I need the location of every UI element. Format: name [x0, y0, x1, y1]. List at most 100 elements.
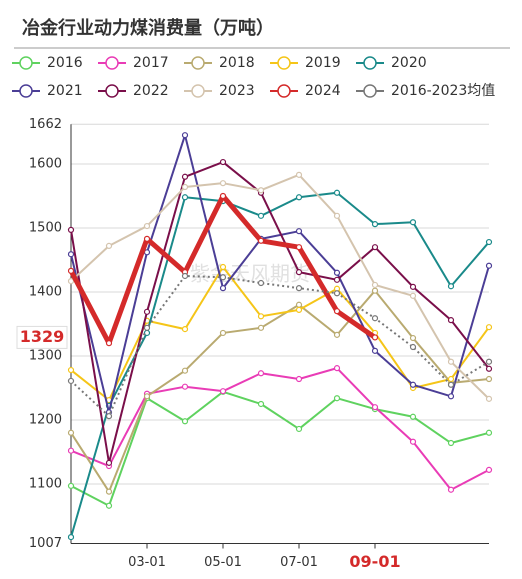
series-line	[70, 289, 490, 493]
y-tick-label: 1100	[29, 476, 62, 491]
point	[295, 306, 303, 313]
point	[333, 269, 341, 276]
point	[295, 269, 303, 276]
series-line	[70, 161, 490, 464]
point	[295, 194, 303, 201]
point	[447, 486, 455, 493]
y-tick-label: 1600	[29, 156, 62, 171]
point	[181, 418, 189, 425]
y-tick-label: 1300	[29, 348, 62, 363]
point	[67, 482, 75, 489]
point	[257, 279, 265, 287]
point	[67, 429, 75, 436]
legend-marker	[277, 84, 291, 98]
point	[257, 400, 265, 408]
point	[219, 274, 227, 281]
legend-marker	[363, 84, 377, 98]
point	[409, 438, 417, 445]
point	[371, 287, 379, 294]
point	[409, 283, 417, 290]
legend-label: 2016-2023均值	[391, 83, 495, 99]
point	[181, 367, 189, 374]
point	[67, 533, 75, 541]
series-line	[70, 274, 490, 418]
legend-marker	[19, 84, 33, 98]
point	[67, 251, 75, 258]
point	[409, 343, 417, 351]
x-tick-label: 05-01	[204, 555, 242, 570]
point	[219, 285, 227, 292]
highlight-label: 1329	[20, 327, 65, 346]
point	[257, 237, 265, 244]
legend-marker	[105, 56, 119, 70]
point	[333, 308, 341, 315]
point	[371, 334, 379, 341]
point	[485, 365, 493, 372]
point	[371, 315, 379, 322]
point	[295, 244, 303, 251]
point	[333, 276, 341, 283]
point	[181, 183, 189, 191]
series-line	[70, 390, 490, 507]
point	[257, 370, 265, 377]
point	[409, 292, 417, 299]
point	[257, 313, 265, 320]
point	[105, 413, 113, 420]
legend-marker	[277, 56, 291, 70]
point	[219, 180, 227, 187]
point	[333, 290, 341, 297]
point	[485, 262, 493, 269]
point	[447, 375, 455, 383]
y-tick-label: 1500	[29, 220, 62, 235]
highlight-box	[16, 325, 68, 349]
point	[447, 358, 455, 365]
point	[485, 466, 493, 473]
point	[219, 329, 227, 337]
point	[257, 187, 265, 194]
legend-label: 2022	[133, 83, 169, 99]
point	[181, 272, 189, 280]
point	[105, 459, 113, 466]
point	[219, 192, 227, 200]
point	[447, 439, 455, 447]
y-tick-label: 1007	[29, 536, 62, 551]
point	[67, 377, 75, 385]
series-line	[70, 173, 490, 400]
point	[447, 283, 455, 290]
chart-title: 冶金行业动力煤消费量（万吨）	[22, 17, 274, 39]
point	[143, 222, 151, 230]
legend-label: 2020	[391, 55, 427, 71]
point	[295, 375, 303, 383]
legend-label: 2016	[47, 55, 83, 71]
point	[181, 194, 189, 201]
point	[143, 393, 151, 400]
y-tick-label: 1200	[29, 412, 62, 427]
point	[333, 189, 341, 196]
x-tick-label: 07-01	[280, 555, 318, 570]
point	[67, 447, 75, 454]
point	[447, 381, 455, 388]
legend-marker	[363, 56, 377, 70]
point	[447, 393, 455, 400]
point	[67, 267, 75, 274]
series-line	[70, 367, 490, 491]
point	[105, 488, 113, 495]
point	[295, 171, 303, 178]
legend-marker	[105, 84, 119, 98]
point	[447, 317, 455, 324]
legend-label: 2024	[305, 83, 341, 99]
legend-marker	[19, 56, 33, 70]
legend-label: 2018	[219, 55, 255, 71]
point	[409, 219, 417, 226]
point	[219, 388, 227, 395]
point	[257, 324, 265, 331]
legend-label: 2023	[219, 83, 255, 99]
point	[333, 365, 341, 372]
point	[485, 358, 493, 365]
point	[105, 502, 113, 509]
point	[371, 347, 379, 354]
point	[485, 395, 493, 402]
point	[409, 381, 417, 388]
point	[371, 244, 379, 251]
